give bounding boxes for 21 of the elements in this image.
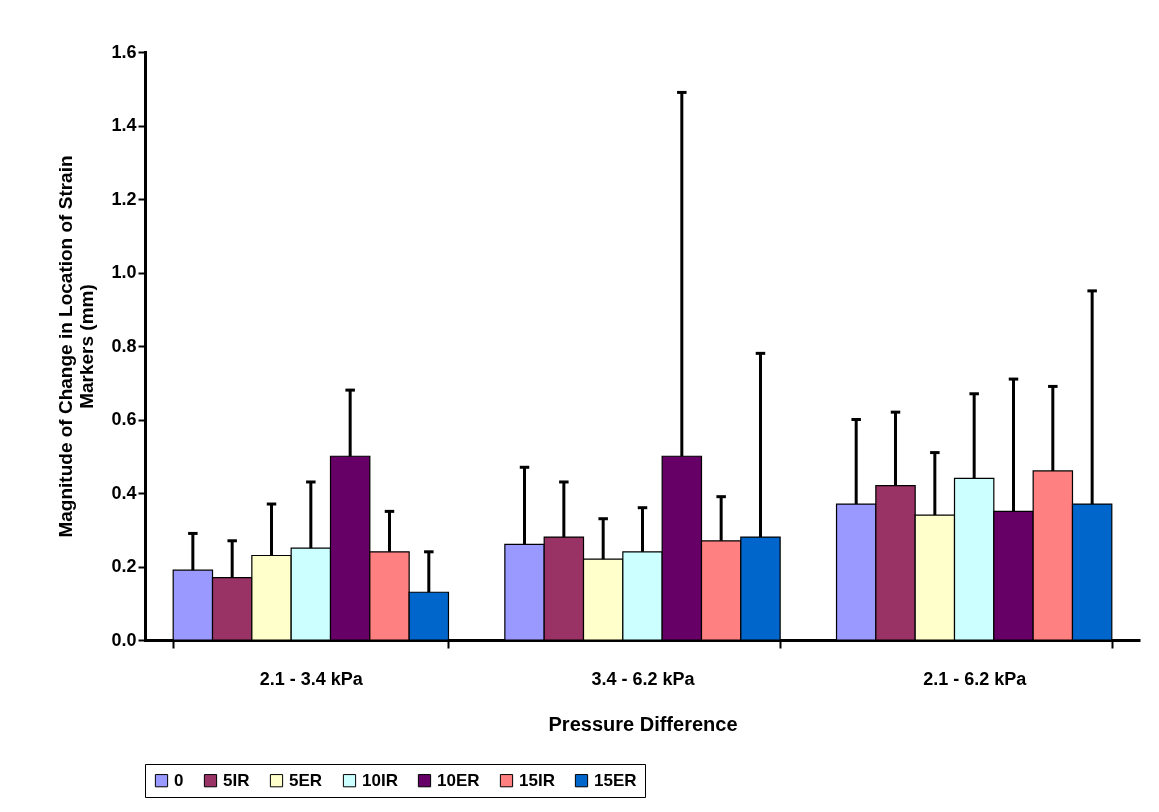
legend-label: 15ER xyxy=(594,770,637,790)
y-axis-title: Magnitude of Change in Location of Strain Markers (mm) xyxy=(55,155,98,538)
legend-label: 5IR xyxy=(223,770,250,790)
y-tick-label: 0.2 xyxy=(111,556,137,576)
legend-label: 10IR xyxy=(362,770,398,790)
y-tick-label: 1.6 xyxy=(111,41,137,62)
legend-label: 0 xyxy=(174,770,184,790)
x-tick-label: 2.1 - 3.4 kPa xyxy=(259,668,364,689)
x-tick-label: 3.4 - 6.2 kPa xyxy=(591,668,696,689)
y-tick-label: 1.2 xyxy=(111,188,137,209)
y-tick-label: 1.0 xyxy=(111,262,137,282)
y-tick-label: 0.4 xyxy=(111,482,137,503)
x-axis-title: Pressure Difference xyxy=(548,712,738,735)
legend-label: 10ER xyxy=(437,770,480,790)
y-tick-label: 0.0 xyxy=(111,629,137,650)
y-tick-label: 0.8 xyxy=(111,335,137,356)
legend-label: 15IR xyxy=(519,770,555,790)
x-tick-label: 2.1 - 6.2 kPa xyxy=(923,668,1028,689)
legend-label: 5ER xyxy=(289,770,323,790)
y-tick-label: 1.4 xyxy=(111,115,137,135)
y-tick-label: 0.6 xyxy=(111,409,137,429)
